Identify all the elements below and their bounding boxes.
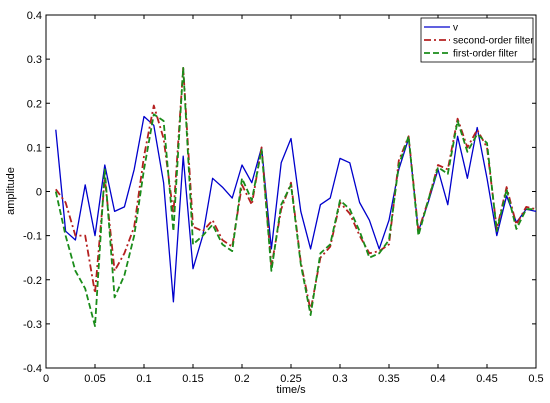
legend-label-2: first-order filter: [453, 49, 518, 60]
x-tick-label: 0: [43, 373, 49, 385]
x-axis-label: time/s: [276, 384, 306, 396]
y-axis-label: amplitude: [5, 167, 17, 215]
series-layer: [54, 67, 537, 328]
y-tick-label: 0.2: [27, 98, 42, 110]
y-tick-label: -0.3: [23, 319, 42, 331]
x-tick-label: 0.1: [136, 373, 151, 385]
y-axis-ticks: -0.4 -0.3 -0.2 -0.1 0 0.1 0.2 0.3 0.4: [23, 10, 536, 375]
x-axis-ticks: 0 0.05 0.1 0.15 0.2 0.25 0.3 0.35 0.4 0.45 0.5: [43, 15, 544, 385]
legend-label-1: second-order filter: [453, 36, 534, 47]
x-tick-label: 0.15: [182, 373, 203, 385]
y-tick-label: -0.2: [23, 275, 42, 287]
x-tick-label: 0.05: [84, 373, 105, 385]
x-tick-label: 0.25: [280, 373, 301, 385]
y-tick-label: 0.3: [27, 54, 42, 66]
x-tick-label: 0.5: [528, 373, 543, 385]
y-tick-label: -0.1: [23, 231, 42, 243]
legend: v second-order filter first-order filter: [420, 17, 534, 63]
y-tick-label: -0.4: [23, 363, 42, 375]
series-line-2: [54, 67, 536, 328]
x-tick-label: 0.4: [430, 373, 445, 385]
x-tick-label: 0.35: [378, 373, 399, 385]
x-tick-label: 0.45: [476, 373, 497, 385]
legend-box: [420, 17, 534, 63]
y-tick-label: 0.4: [27, 10, 42, 22]
x-tick-label: 0.2: [234, 373, 249, 385]
series-line-0: [55, 115, 537, 303]
y-tick-label: 0: [36, 187, 42, 199]
legend-label-0: v: [453, 23, 458, 34]
x-tick-label: 0.3: [332, 373, 347, 385]
y-tick-label: 0.1: [27, 142, 42, 154]
